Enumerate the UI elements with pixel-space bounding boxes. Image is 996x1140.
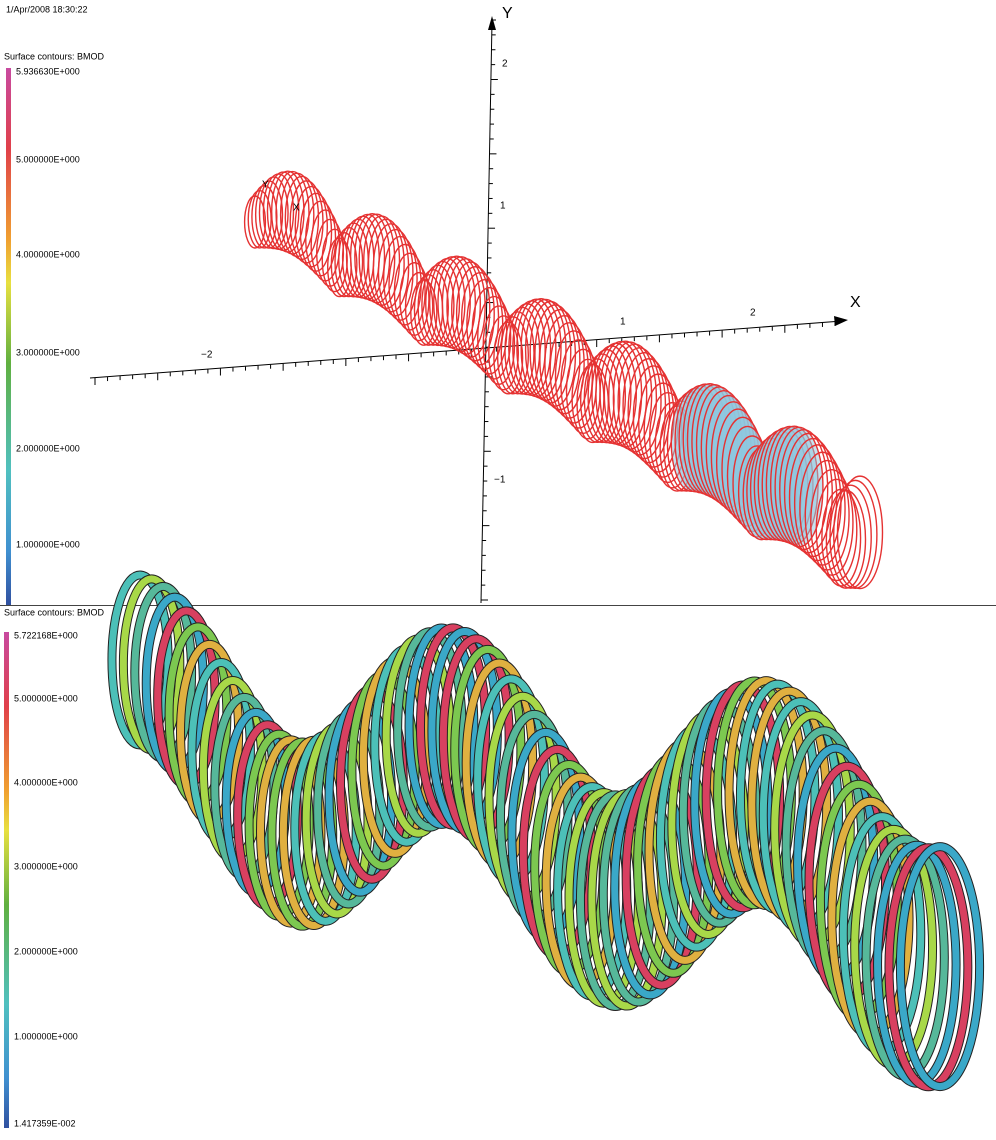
legend-label: 5.722168E+000	[14, 630, 78, 640]
tick-label: 1	[620, 317, 626, 328]
color-bar	[6, 68, 11, 605]
legend-label: 2.000000E+000	[16, 443, 80, 453]
axis-arrow	[488, 16, 496, 30]
legend-label: 4.000000E+000	[14, 777, 78, 787]
legend-label: 3.000000E+000	[14, 861, 78, 871]
axis-title: Y	[502, 5, 513, 22]
legend-label: 5.000000E+000	[16, 154, 80, 164]
tick-label: 2	[502, 59, 508, 70]
legend-title: Surface contours: BMOD	[4, 51, 105, 61]
viewer: 1/Apr/2008 18:30:22 Surface contours: BM…	[0, 0, 996, 1140]
bottom-scene	[112, 575, 980, 1087]
timestamp: 1/Apr/2008 18:30:22	[6, 4, 88, 14]
legend-label: 4.000000E+000	[16, 249, 80, 259]
legend-title: Surface contours: BMOD	[4, 607, 105, 617]
legend-label: 5.936630E+000	[16, 66, 80, 76]
legend-label: 1.000000E+000	[14, 1031, 78, 1041]
legend-label: 2.000000E+000	[14, 946, 78, 956]
coil-ring	[452, 262, 490, 357]
axis-title: X	[850, 294, 861, 311]
tick-label: 1	[500, 201, 506, 212]
tick-label: −1	[494, 475, 506, 486]
labels: 5.936630E+000 5.000000E+000 4.000000E+000 3…	[14, 5, 861, 1128]
inset-axis-title: X	[293, 203, 300, 214]
tick-label: 2	[750, 308, 756, 319]
legend-label: 1.417359E-002	[14, 1118, 76, 1128]
legend-label: 5.000000E+000	[14, 693, 78, 703]
color-bar	[4, 632, 9, 1128]
legend-label: 1.000000E+000	[16, 539, 80, 549]
tick-label: −2	[201, 350, 213, 361]
coil-ring	[826, 490, 865, 588]
legend-label: 3.000000E+000	[16, 347, 80, 357]
top-scene	[90, 16, 882, 603]
axis-arrow	[834, 316, 848, 326]
inset-axis-title: Y	[262, 180, 269, 191]
